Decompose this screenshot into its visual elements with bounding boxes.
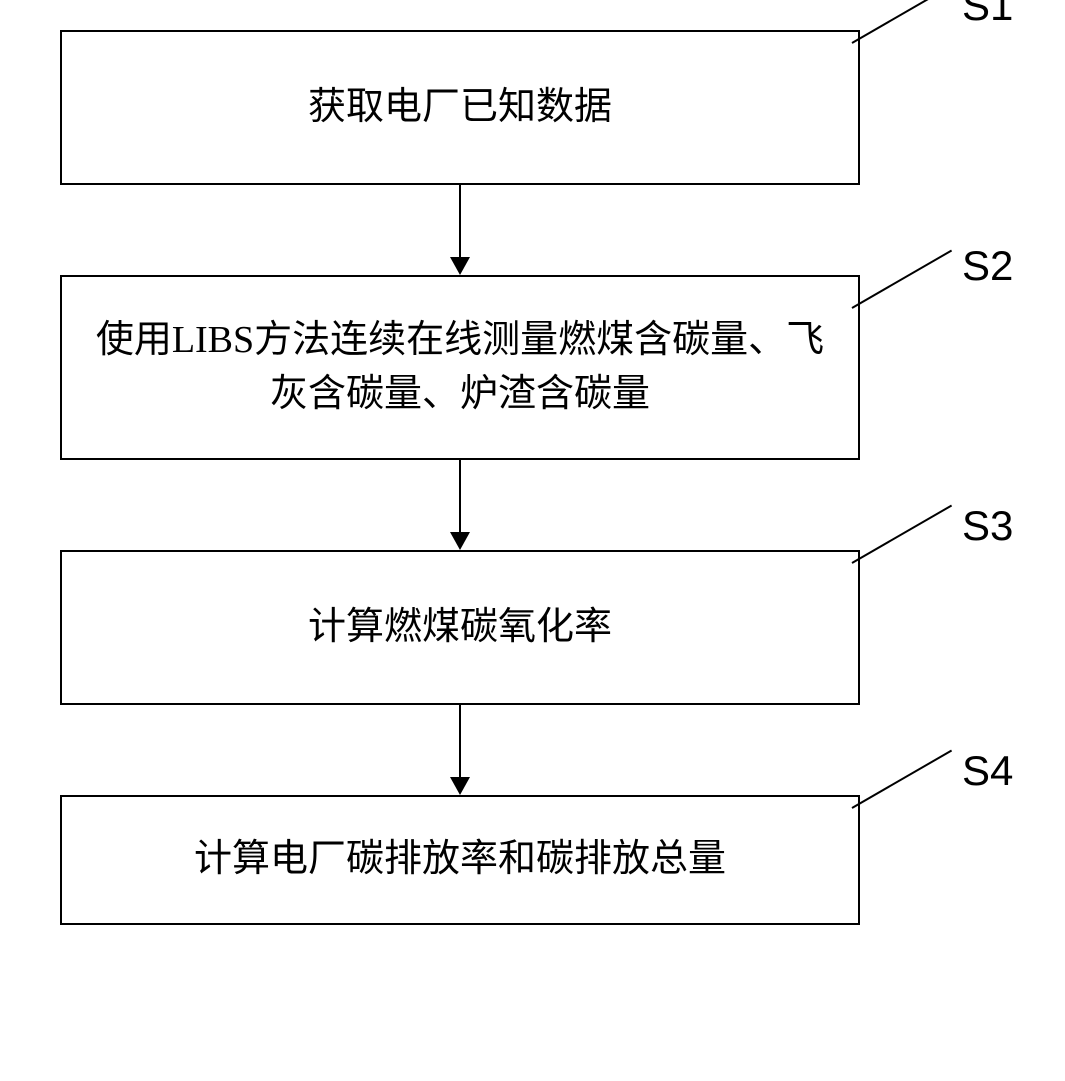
step-text: 计算电厂碳排放率和碳排放总量: [174, 823, 746, 896]
arrow-head-icon: [450, 777, 470, 795]
step-label: S2: [962, 242, 1013, 290]
step-label: S3: [962, 502, 1013, 550]
arrow-head-icon: [450, 532, 470, 550]
step-box-s1: 获取电厂已知数据S1: [60, 30, 860, 185]
label-connector-line: [852, 250, 953, 309]
step-label: S4: [962, 747, 1013, 795]
arrow-head-icon: [450, 257, 470, 275]
label-connector-line: [852, 505, 953, 564]
step-box-s3: 计算燃煤碳氧化率S3: [60, 550, 860, 705]
label-connector-line: [852, 0, 953, 44]
step-box-s2: 使用LIBS方法连续在线测量燃煤含碳量、飞灰含碳量、炉渣含碳量S2: [60, 275, 860, 460]
arrow-down: [60, 460, 860, 550]
step-box-s4: 计算电厂碳排放率和碳排放总量S4: [60, 795, 860, 925]
arrow-line: [459, 185, 461, 259]
step-label: S1: [962, 0, 1013, 30]
flowchart-container: 获取电厂已知数据S1 使用LIBS方法连续在线测量燃煤含碳量、飞灰含碳量、炉渣含碳…: [60, 30, 1005, 925]
arrow-down: [60, 705, 860, 795]
label-connector-line: [852, 750, 953, 809]
step-text: 获取电厂已知数据: [288, 71, 632, 144]
arrow-down: [60, 185, 860, 275]
arrow-line: [459, 705, 461, 779]
arrow-line: [459, 460, 461, 534]
step-text: 计算燃煤碳氧化率: [288, 591, 632, 664]
step-text: 使用LIBS方法连续在线测量燃煤含碳量、飞灰含碳量、炉渣含碳量: [62, 304, 858, 430]
